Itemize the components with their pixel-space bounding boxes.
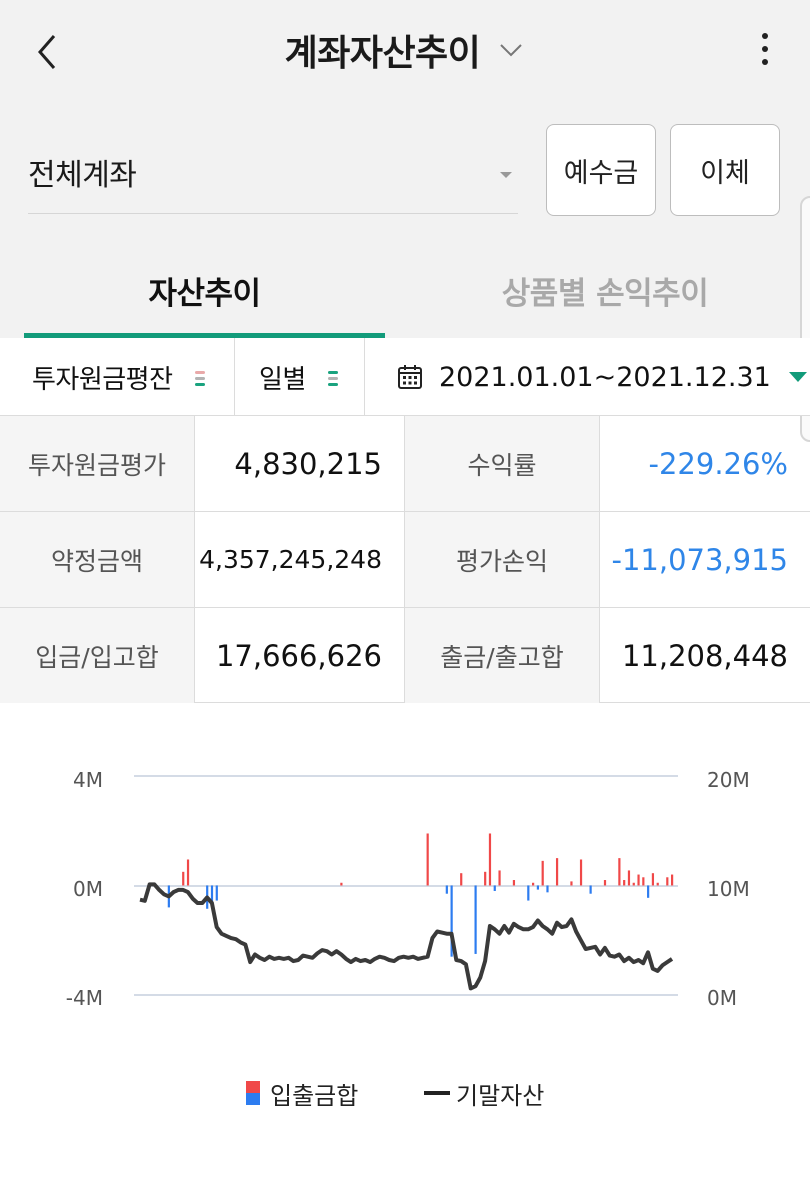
flow-bar xyxy=(623,880,626,886)
scrollbar[interactable] xyxy=(800,196,810,442)
sort-icon xyxy=(327,368,338,386)
filter-bar: 투자원금평잔 일별 2021.01.01~2021.12.31 xyxy=(0,338,810,416)
basis-filter[interactable]: 투자원금평잔 xyxy=(0,338,235,416)
chevron-left-icon[interactable] xyxy=(30,28,66,76)
period-filter[interactable]: 일별 xyxy=(235,338,365,416)
period-filter-label: 일별 xyxy=(259,364,306,395)
flow-bar xyxy=(666,877,669,886)
legend-label: 기말자산 xyxy=(456,1081,545,1110)
caret-down-icon xyxy=(500,172,512,178)
flow-bar xyxy=(186,859,190,886)
left-axis-tick: 0M xyxy=(73,877,103,901)
asset-trend-chart: 4M 0M -4M 20M 10M 0M 입출금합 기말자산 xyxy=(0,703,810,1180)
flow-bar xyxy=(618,858,621,886)
summary-label: 투자원금평가 xyxy=(0,416,195,511)
app-header: 계좌자산추이 전체계좌 예수금 이체 자산추이 상품별 손익추이 xyxy=(0,0,810,338)
summary-table: 투자원금평가 4,830,215 수익률 -229.26% 약정금액 4,357… xyxy=(0,416,810,703)
right-axis-tick: 0M xyxy=(707,986,737,1010)
right-axis-tick: 10M xyxy=(707,877,750,901)
flow-bar xyxy=(541,860,544,886)
tab-asset-trend[interactable]: 자산추이 xyxy=(24,258,385,338)
deposit-button[interactable]: 예수금 xyxy=(546,124,656,216)
summary-value: 11,208,448 xyxy=(621,638,788,673)
caret-down-icon xyxy=(788,372,807,382)
flow-bar xyxy=(527,885,530,901)
basis-filter-label: 투자원금평잔 xyxy=(32,364,173,395)
summary-label: 약정금액 xyxy=(0,512,195,607)
page-title: 계좌자산추이 xyxy=(284,33,481,74)
flow-bar xyxy=(512,880,516,886)
flow-bar xyxy=(589,885,592,894)
flow-bar xyxy=(579,859,583,886)
date-range-filter[interactable]: 2021.01.01~2021.12.31 xyxy=(365,338,810,416)
flow-bar xyxy=(445,885,448,894)
flow-bar xyxy=(637,874,640,886)
calendar-icon xyxy=(398,365,422,389)
summary-label: 평가손익 xyxy=(405,512,600,607)
flow-bar xyxy=(570,881,573,886)
legend-swatch xyxy=(246,1081,260,1105)
flow-bar xyxy=(460,873,463,886)
flow-bar xyxy=(656,882,659,886)
transfer-button[interactable]: 이체 xyxy=(670,124,780,216)
flow-bar xyxy=(474,885,477,954)
left-axis-tick: -4M xyxy=(66,986,103,1010)
flow-bar xyxy=(555,858,559,886)
flow-bar xyxy=(484,871,487,886)
flow-bar xyxy=(546,885,549,893)
legend-label: 입출금합 xyxy=(270,1081,359,1110)
account-select-value: 전체계좌 xyxy=(28,158,137,193)
flow-bar xyxy=(647,885,650,898)
summary-row: 입금/입고합 17,666,626 출금/출고합 11,208,448 xyxy=(0,607,810,703)
flow-bar xyxy=(498,870,501,886)
right-axis-tick: 20M xyxy=(707,768,750,792)
summary-value: 4,357,245,248 xyxy=(195,512,405,607)
chevron-down-icon xyxy=(500,44,523,57)
legend-item-flow[interactable]: 입출금합 xyxy=(246,1075,358,1111)
flow-bar xyxy=(488,833,492,886)
summary-value: -229.26% xyxy=(648,446,789,481)
flow-bar xyxy=(532,882,535,886)
flow-bar xyxy=(210,885,214,902)
account-select[interactable]: 전체계좌 xyxy=(28,138,518,214)
summary-value: 17,666,626 xyxy=(195,608,405,703)
flow-bar xyxy=(450,885,453,957)
page-title-dropdown[interactable]: 계좌자산추이 xyxy=(0,24,810,76)
more-vertical-icon[interactable] xyxy=(752,30,778,74)
tab-product-pnl[interactable]: 상품별 손익추이 xyxy=(400,258,810,338)
chart-plot: 4M 0M -4M 20M 10M 0M xyxy=(66,768,750,1010)
summary-value: -11,073,915 xyxy=(611,542,788,577)
left-axis-tick: 4M xyxy=(73,768,103,792)
tab-label: 상품별 손익추이 xyxy=(501,276,709,312)
summary-value: 4,830,215 xyxy=(195,416,405,511)
flow-bar xyxy=(340,882,343,886)
flow-bar xyxy=(493,885,496,891)
summary-row: 투자원금평가 4,830,215 수익률 -229.26% xyxy=(0,416,810,512)
flow-bar xyxy=(182,871,185,886)
summary-label: 출금/출고합 xyxy=(405,608,600,703)
legend-swatch xyxy=(424,1091,450,1095)
date-range-value: 2021.01.01~2021.12.31 xyxy=(439,361,771,393)
summary-label: 수익률 xyxy=(405,416,600,511)
asset-line xyxy=(139,882,674,991)
legend-item-asset[interactable]: 기말자산 xyxy=(424,1075,544,1111)
bar-series xyxy=(167,833,674,957)
sort-icon xyxy=(194,368,205,386)
flow-bar xyxy=(426,833,429,886)
flow-bar xyxy=(642,877,645,886)
flow-bar xyxy=(603,880,607,886)
flow-bar xyxy=(632,882,635,886)
flow-bar xyxy=(651,873,655,886)
flow-bar xyxy=(536,885,540,890)
tab-label: 자산추이 xyxy=(148,276,261,312)
flow-bar xyxy=(671,874,674,886)
summary-row: 약정금액 4,357,245,248 평가손익 -11,073,915 xyxy=(0,511,810,607)
summary-label: 입금/입고합 xyxy=(0,608,195,703)
flow-bar xyxy=(627,870,631,886)
flow-bar xyxy=(215,885,218,901)
